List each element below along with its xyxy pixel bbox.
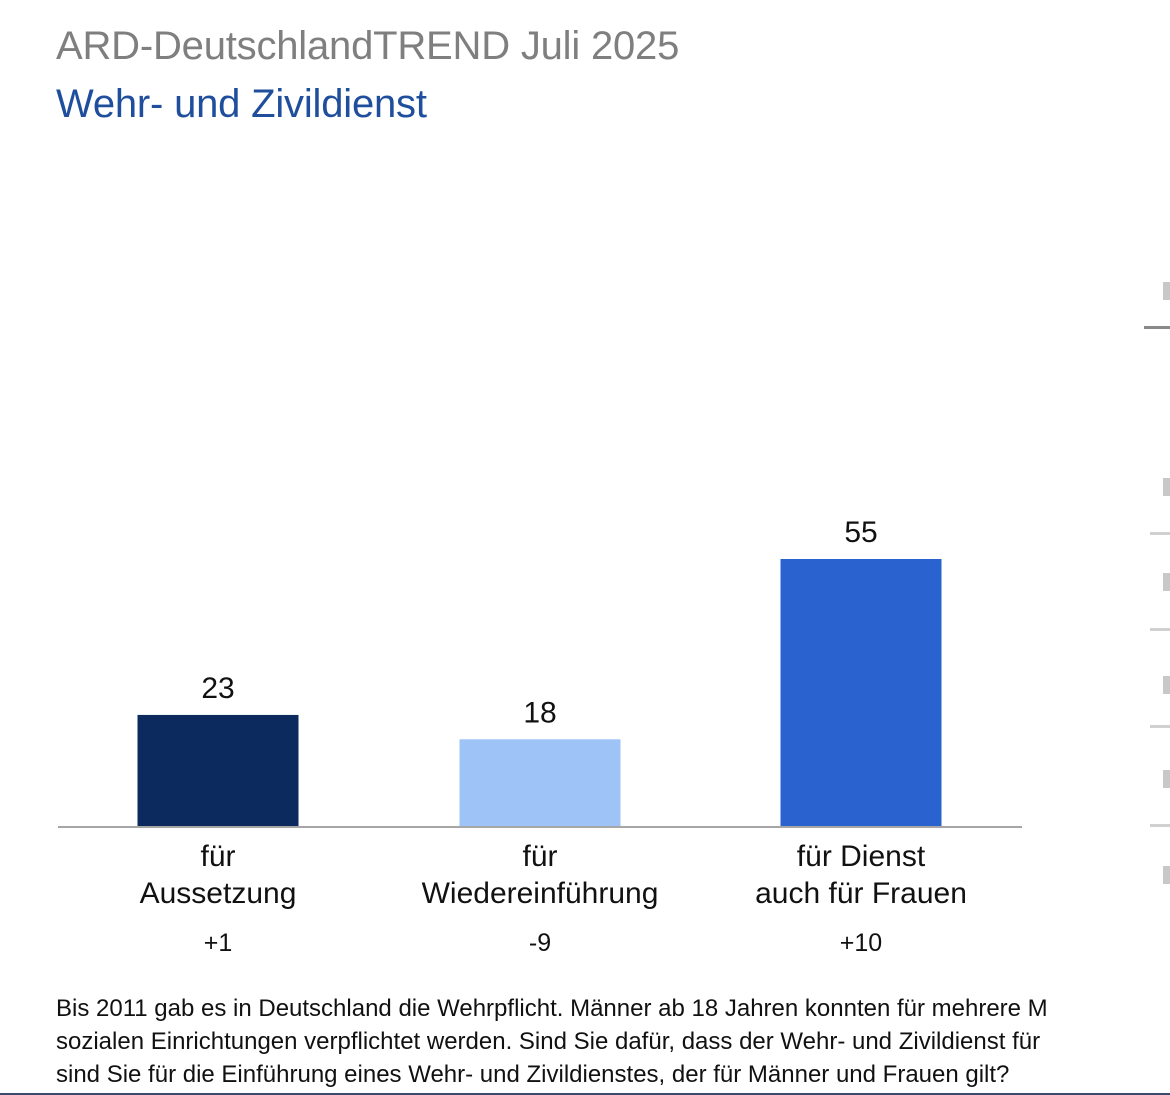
panel-stub — [1163, 573, 1170, 591]
panel-divider — [1144, 326, 1170, 329]
panel-divider — [1150, 532, 1170, 535]
category-label: für Dienst — [797, 840, 926, 873]
bar-chart: 23 für Aussetzung +1 18 für Wiedereinführung -9… — [58, 516, 1022, 957]
category-label: Wiedereinführung — [422, 877, 659, 910]
bar — [137, 714, 299, 827]
question-line-2: sozialen Einrichtungen verpflichtet werd… — [56, 1028, 1041, 1055]
change-label: +10 — [840, 929, 882, 957]
category-label: Aussetzung — [140, 877, 297, 910]
bar — [459, 739, 621, 827]
panel-stub — [1163, 676, 1170, 694]
question-line-3: sind Sie für die Einführung eines Wehr- … — [56, 1061, 1010, 1088]
category-label: auch für Frauen — [755, 877, 967, 910]
bottom-rule — [0, 1093, 1170, 1095]
chart-title: ARD-DeutschlandTREND Juli 2025 — [56, 24, 680, 68]
adjacent-panel-edge — [1144, 0, 1170, 1095]
category-label: für — [200, 840, 235, 873]
change-label: +1 — [204, 929, 233, 957]
panel-stub — [1163, 866, 1170, 884]
bar — [780, 559, 942, 827]
bars-group: 23 für Aussetzung +1 18 für Wiedereinführung -9… — [137, 516, 967, 957]
panel-divider — [1150, 824, 1170, 827]
question-line-1: Bis 2011 gab es in Deutschland die Wehrp… — [56, 995, 1048, 1022]
chart-subtitle: Wehr- und Zivildienst — [56, 82, 427, 126]
bar-value-label: 55 — [844, 516, 877, 549]
change-label: -9 — [529, 929, 551, 957]
panel-stub — [1163, 478, 1170, 496]
bar-value-label: 23 — [201, 672, 234, 705]
panel-divider — [1150, 628, 1170, 631]
survey-question: Bis 2011 gab es in Deutschland die Wehrp… — [56, 992, 1170, 1091]
panel-stub — [1163, 282, 1170, 300]
category-label: für — [522, 840, 557, 873]
panel-stub — [1163, 770, 1170, 788]
bar-value-label: 18 — [523, 696, 556, 729]
panel-divider — [1150, 725, 1170, 728]
